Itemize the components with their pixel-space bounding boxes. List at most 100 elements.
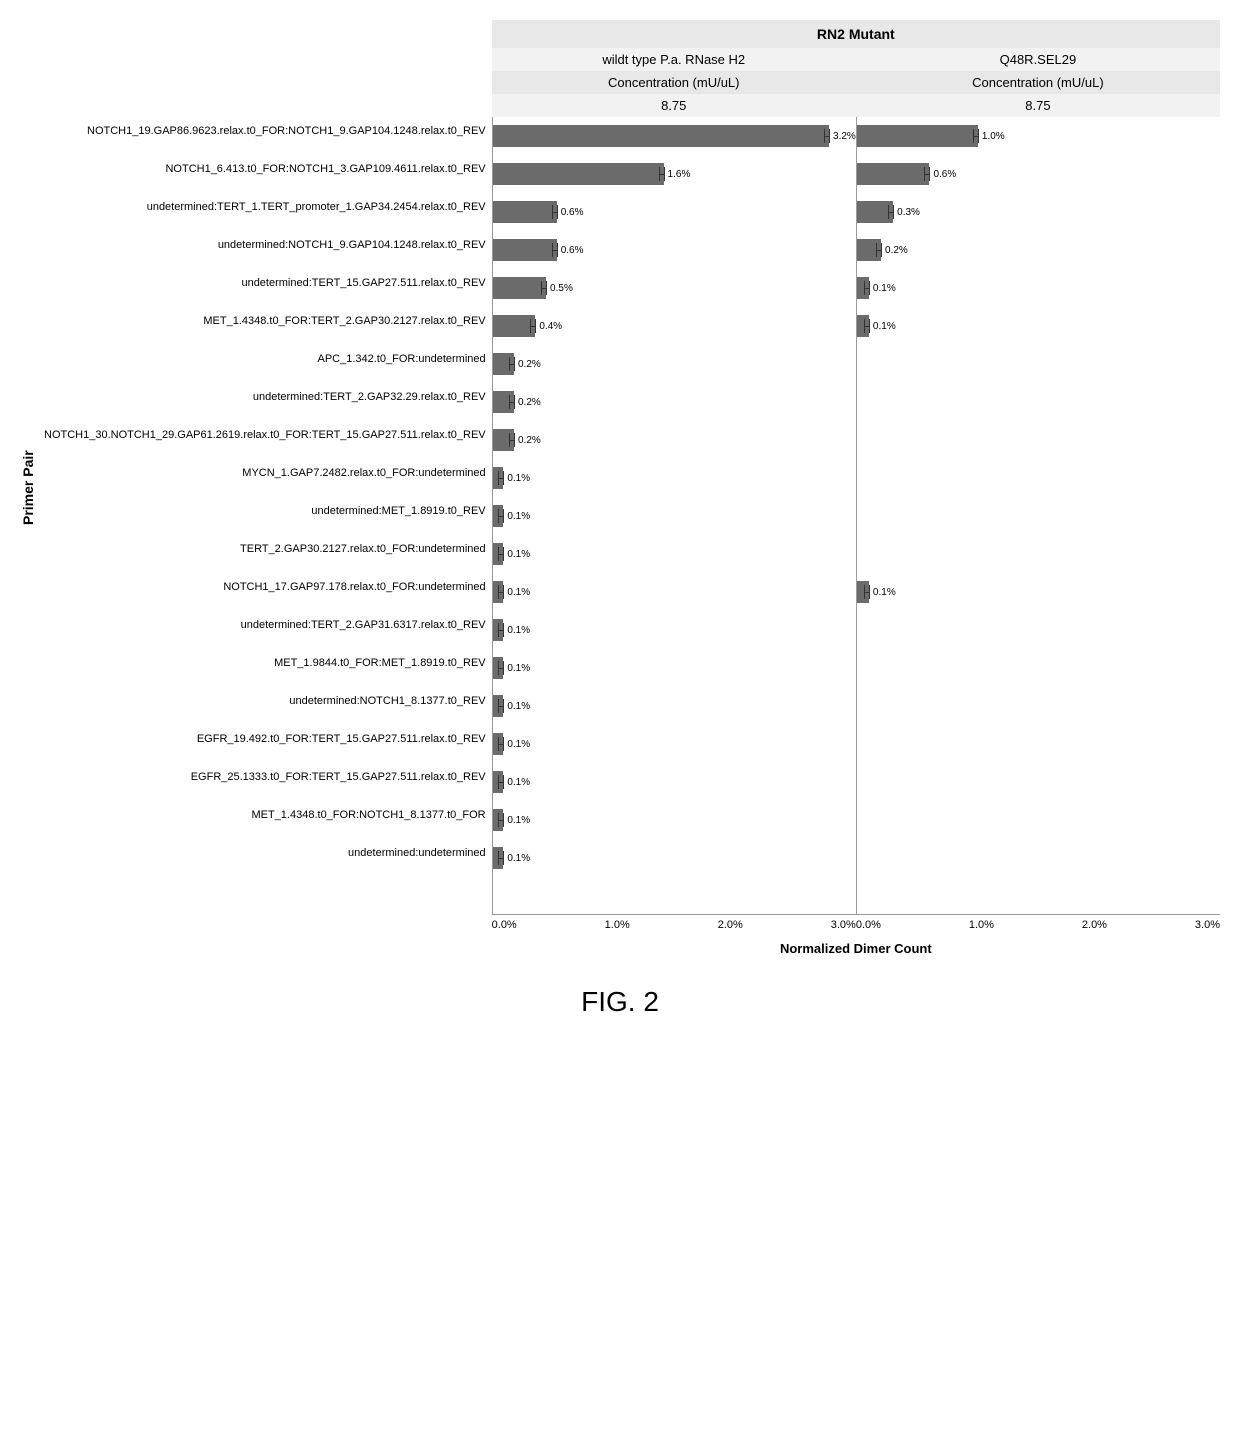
bar-value-label: 0.1% — [507, 739, 530, 750]
x-axis-label: Normalized Dimer Count — [492, 941, 1220, 956]
error-bar — [498, 737, 504, 751]
bar — [857, 125, 978, 147]
bar-row: 0.2% — [857, 231, 1220, 269]
bar — [857, 163, 930, 185]
bar-row — [857, 611, 1220, 649]
bar-row: 0.1% — [857, 269, 1220, 307]
bar — [493, 809, 504, 831]
error-bar — [498, 775, 504, 789]
bar-row — [857, 497, 1220, 535]
bar — [493, 277, 546, 299]
bar-value-label: 0.1% — [507, 853, 530, 864]
error-bar — [973, 129, 979, 143]
panel-conc-left: 8.75 — [492, 94, 856, 117]
bar-row — [857, 383, 1220, 421]
error-bar — [888, 205, 894, 219]
bar-row: 0.4% — [493, 307, 856, 345]
bar — [857, 277, 869, 299]
bar — [493, 163, 664, 185]
bar-value-label: 0.1% — [507, 663, 530, 674]
bar-value-label: 0.2% — [518, 397, 541, 408]
category-label: EGFR_25.1333.t0_FOR:TERT_15.GAP27.511.re… — [44, 758, 492, 796]
bar — [493, 543, 504, 565]
x-tick-label: 0.0% — [856, 919, 881, 931]
bar-row — [857, 649, 1220, 687]
chart-panel-right: 1.0%0.6%0.3%0.2%0.1%0.1%0.1% — [856, 117, 1220, 915]
error-bar — [509, 357, 515, 371]
bar-row: 0.1% — [493, 649, 856, 687]
panel-conc-right: 8.75 — [856, 94, 1220, 117]
bar — [493, 353, 514, 375]
category-label: MET_1.4348.t0_FOR:NOTCH1_8.1377.t0_FOR — [44, 796, 492, 834]
category-label: MET_1.9844.t0_FOR:MET_1.8919.t0_REV — [44, 644, 492, 682]
bar-row: 3.2% — [493, 117, 856, 155]
panel-title-right: Q48R.SEL29 — [856, 48, 1220, 71]
category-labels: NOTCH1_19.GAP86.9623.relax.t0_FOR:NOTCH1… — [44, 20, 492, 956]
bar-value-label: 0.1% — [507, 549, 530, 560]
bar-value-label: 0.6% — [933, 169, 956, 180]
bar — [493, 391, 514, 413]
x-tick-label: 2.0% — [1082, 919, 1107, 931]
category-label: undetermined:NOTCH1_8.1377.t0_REV — [44, 682, 492, 720]
category-label: EGFR_19.492.t0_FOR:TERT_15.GAP27.511.rel… — [44, 720, 492, 758]
bar-row: 1.0% — [857, 117, 1220, 155]
x-tick-label: 3.0% — [831, 919, 856, 931]
category-label: MET_1.4348.t0_FOR:TERT_2.GAP30.2127.rela… — [44, 302, 492, 340]
bar-row: 0.1% — [493, 535, 856, 573]
error-bar — [498, 699, 504, 713]
bar-row: 0.6% — [493, 231, 856, 269]
category-label: NOTCH1_17.GAP97.178.relax.t0_FOR:undeter… — [44, 568, 492, 606]
category-label: undetermined:TERT_1.TERT_promoter_1.GAP3… — [44, 188, 492, 226]
bar — [493, 239, 557, 261]
bar-row: 0.1% — [493, 763, 856, 801]
error-bar — [498, 813, 504, 827]
error-bar — [498, 509, 504, 523]
category-label: NOTCH1_30.NOTCH1_29.GAP61.2619.relax.t0_… — [44, 416, 492, 454]
y-axis-label: Primer Pair — [20, 20, 36, 956]
panels: RN2 Mutant wildt type P.a. RNase H2 Q48R… — [492, 20, 1220, 956]
bar — [493, 771, 504, 793]
panel-subtitle-left: Concentration (mU/uL) — [492, 71, 856, 94]
category-label: undetermined:undetermined — [44, 834, 492, 872]
error-bar — [509, 433, 515, 447]
bar — [857, 315, 869, 337]
bar-value-label: 0.1% — [507, 473, 530, 484]
super-title: RN2 Mutant — [492, 20, 1220, 48]
bar-row — [857, 421, 1220, 459]
bar-row: 0.1% — [493, 573, 856, 611]
x-tick-label: 1.0% — [969, 919, 994, 931]
panel-title-left: wildt type P.a. RNase H2 — [492, 48, 856, 71]
bar-value-label: 0.4% — [539, 321, 562, 332]
bar-value-label: 0.1% — [873, 283, 896, 294]
error-bar — [659, 167, 665, 181]
bar-row — [857, 839, 1220, 877]
bar — [857, 239, 881, 261]
chart-area: Primer Pair NOTCH1_19.GAP86.9623.relax.t… — [20, 20, 1220, 956]
bar-row: 0.2% — [493, 383, 856, 421]
error-bar — [864, 319, 870, 333]
error-bar — [541, 281, 547, 295]
bar-row — [857, 801, 1220, 839]
figure-container: Primer Pair NOTCH1_19.GAP86.9623.relax.t… — [20, 20, 1220, 1018]
error-bar — [498, 661, 504, 675]
x-tick-label: 0.0% — [492, 919, 517, 931]
bar-row — [857, 535, 1220, 573]
bar — [493, 429, 514, 451]
figure-caption: FIG. 2 — [581, 986, 659, 1018]
category-label: undetermined:TERT_2.GAP31.6317.relax.t0_… — [44, 606, 492, 644]
bar-value-label: 0.1% — [507, 587, 530, 598]
category-label: TERT_2.GAP30.2127.relax.t0_FOR:undetermi… — [44, 530, 492, 568]
bar-value-label: 1.6% — [668, 169, 691, 180]
x-tick-label: 3.0% — [1195, 919, 1220, 931]
category-label: undetermined:MET_1.8919.t0_REV — [44, 492, 492, 530]
error-bar — [552, 243, 558, 257]
category-label: undetermined:NOTCH1_9.GAP104.1248.relax.… — [44, 226, 492, 264]
bar — [493, 201, 557, 223]
error-bar — [498, 851, 504, 865]
bar-value-label: 0.1% — [507, 815, 530, 826]
bar-value-label: 0.1% — [507, 625, 530, 636]
bar — [493, 467, 504, 489]
x-tick-label: 2.0% — [718, 919, 743, 931]
bar-row — [857, 687, 1220, 725]
bar-row: 1.6% — [493, 155, 856, 193]
